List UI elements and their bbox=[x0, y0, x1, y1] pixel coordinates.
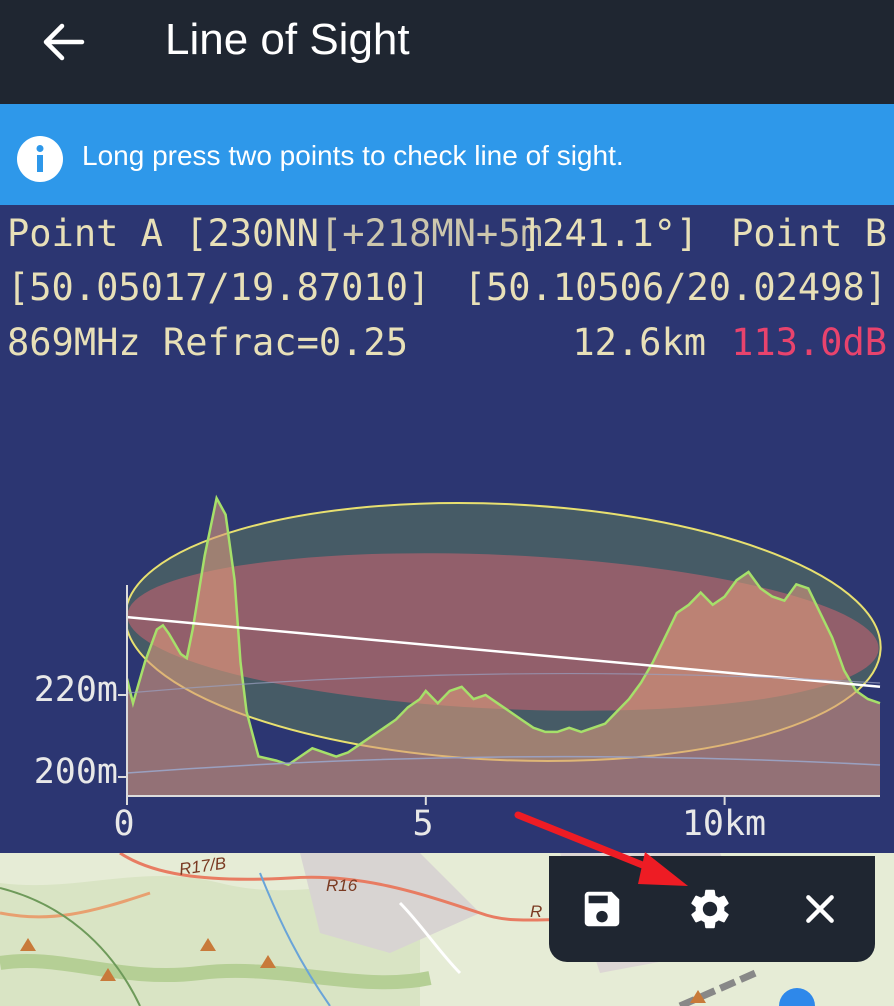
map-label-r: R bbox=[530, 902, 542, 921]
los-chart: Point A [230NN [+218MN+5m ]241.1°] Point… bbox=[0, 205, 894, 853]
y-tick-label: 200m bbox=[34, 752, 118, 792]
info-banner bbox=[0, 104, 894, 205]
coords-a: [50.05017/19.87010] bbox=[7, 266, 430, 309]
coords-b: [50.10506/20.02498] bbox=[464, 266, 887, 309]
save-button[interactable] bbox=[557, 856, 647, 962]
terrain-profile-line bbox=[127, 494, 881, 767]
settings-button[interactable] bbox=[665, 856, 755, 962]
info-icon bbox=[17, 136, 63, 182]
los-chart-svg: Point A [230NN [+218MN+5m ]241.1°] Point… bbox=[7, 212, 887, 844]
x-tick-label: 10km bbox=[682, 804, 766, 844]
point-b-label: Point B bbox=[731, 212, 887, 255]
x-tick-label: 0 bbox=[113, 804, 134, 844]
x-tick-label: 5 bbox=[412, 804, 433, 844]
bearing-label: ]241.1°] bbox=[520, 212, 698, 255]
map-label-r16: R16 bbox=[326, 876, 358, 895]
gear-icon bbox=[691, 889, 729, 929]
arrow-left-icon bbox=[43, 23, 85, 61]
back-button[interactable] bbox=[28, 14, 100, 70]
chart-toolbar bbox=[549, 856, 875, 962]
save-icon bbox=[584, 891, 620, 927]
point-a-elevation: [+218MN+5m bbox=[320, 212, 543, 255]
line-of-sight-line bbox=[127, 615, 881, 689]
terrain-area bbox=[127, 498, 880, 796]
earth-curvature-line bbox=[127, 755, 881, 774]
page-title: Line of Sight bbox=[165, 15, 410, 64]
path-loss-label: 113.0dB bbox=[731, 321, 887, 364]
y-tick-label: 220m bbox=[34, 670, 118, 710]
banner-text: Long press two points to check line of s… bbox=[82, 140, 624, 171]
close-button[interactable] bbox=[775, 856, 865, 962]
distance-label: 12.6km bbox=[572, 321, 706, 364]
app-bar: Line of Sight bbox=[0, 0, 894, 104]
earth-curvature-line-2 bbox=[127, 672, 881, 694]
frequency-label: 869MHz Refrac=0.25 bbox=[7, 321, 408, 364]
point-a-label: Point A [230NN bbox=[7, 212, 319, 255]
close-icon bbox=[806, 895, 834, 923]
